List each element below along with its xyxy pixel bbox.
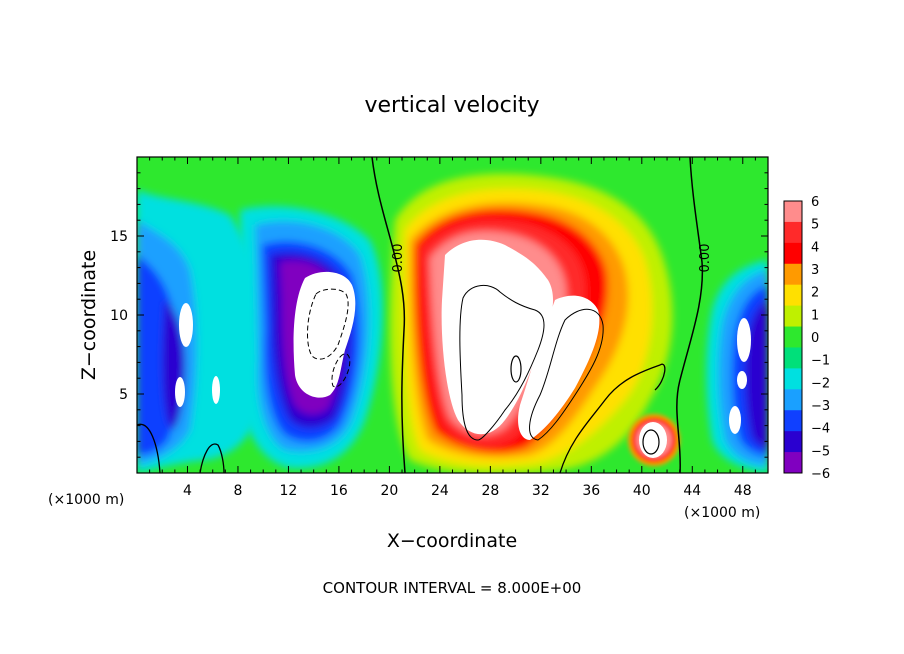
updraft-core-small bbox=[639, 422, 667, 458]
colorbar-swatch bbox=[784, 410, 802, 432]
y-tick-label: 15 bbox=[110, 229, 128, 245]
downdraft-core-east-3 bbox=[729, 406, 741, 434]
colorbar-tick-label: −1 bbox=[811, 354, 830, 369]
contour-label-west: 0.00 bbox=[391, 244, 406, 273]
x-tick-label: 44 bbox=[683, 483, 701, 499]
x-tick-label: 4 bbox=[183, 483, 192, 499]
colorbar: 6 5 4 3 2 1 0 −1 −2 −3 −4 −5 −6 bbox=[783, 195, 830, 482]
colorbar-tick-label: −4 bbox=[811, 422, 830, 437]
heatmap-field: 0.00 0.00 bbox=[137, 157, 768, 473]
updraft-contour-east bbox=[529, 308, 604, 441]
x-tick-label: 8 bbox=[233, 483, 242, 499]
colorbar-swatch bbox=[784, 242, 802, 265]
x-tick-label: 36 bbox=[582, 483, 600, 499]
x-tick-label: 32 bbox=[532, 483, 550, 499]
colorbar-swatch bbox=[784, 368, 802, 390]
colorbar-tick-label: 4 bbox=[811, 240, 819, 255]
colorbar-swatch bbox=[784, 201, 802, 223]
x-tick-label: 16 bbox=[330, 483, 348, 499]
zero-contour-west bbox=[371, 157, 406, 473]
colorbar-swatch bbox=[784, 452, 802, 474]
colorbar-swatch bbox=[784, 305, 802, 328]
colorbar-swatch bbox=[784, 326, 802, 348]
colorbar-tick-label: 2 bbox=[811, 286, 819, 301]
downdraft-core-east-1 bbox=[737, 318, 751, 362]
contour-interval-footer: CONTOUR INTERVAL = 8.000E+00 bbox=[323, 579, 582, 597]
colorbar-tick-label: −3 bbox=[811, 399, 830, 414]
x-tick-label: 24 bbox=[431, 483, 449, 499]
zero-contour-cell bbox=[199, 443, 225, 473]
colorbar-tick-label: −6 bbox=[811, 467, 830, 482]
contour-label-east: 0.00 bbox=[698, 244, 713, 273]
downdraft-core-west-3 bbox=[212, 376, 220, 404]
colorbar-tick-label: 3 bbox=[811, 263, 819, 278]
x-tick-label: 12 bbox=[280, 483, 298, 499]
colorbar-swatch bbox=[784, 284, 802, 307]
updraft-core bbox=[441, 239, 554, 435]
contour-value-labels: 0.00 0.00 bbox=[391, 244, 713, 273]
y-tick-label: 5 bbox=[119, 387, 128, 403]
x-tick-label: 20 bbox=[380, 483, 398, 499]
x-tick-label: 48 bbox=[734, 483, 752, 499]
colorbar-swatch bbox=[784, 263, 802, 286]
downdraft-core-west-2 bbox=[175, 377, 185, 407]
y-axis: 5 10 15 bbox=[110, 172, 768, 458]
y-axis-label: Z−coordinate bbox=[78, 250, 100, 380]
chart-title: vertical velocity bbox=[364, 93, 539, 118]
colorbar-swatch bbox=[784, 431, 802, 453]
colorbar-tick-label: −5 bbox=[811, 444, 830, 459]
colorbar-frame bbox=[783, 200, 803, 474]
colorbar-tick-label: 5 bbox=[811, 218, 819, 233]
downdraft-core-east-2 bbox=[737, 371, 747, 389]
downdraft-core-west-1 bbox=[179, 303, 193, 347]
updraft-core-east bbox=[518, 295, 600, 440]
x-unit-left: (×1000 m) bbox=[48, 492, 124, 508]
x-axis-label: X−coordinate bbox=[387, 530, 517, 552]
colorbar-swatch bbox=[784, 221, 802, 244]
colorbar-tick-label: 6 bbox=[811, 195, 819, 210]
zero-contour-east bbox=[676, 157, 704, 473]
colorbar-swatch bbox=[784, 389, 802, 411]
contour-lines bbox=[137, 157, 704, 473]
x-tick-label: 40 bbox=[633, 483, 651, 499]
zero-contour-south bbox=[559, 363, 666, 473]
updraft-max-contour bbox=[510, 355, 522, 383]
x-unit-right: (×1000 m) bbox=[684, 505, 760, 521]
updraft-cell-contour bbox=[642, 429, 660, 455]
updraft-contour bbox=[459, 285, 545, 441]
saturated-regions bbox=[175, 239, 751, 458]
y-tick-label: 10 bbox=[110, 308, 128, 324]
colorbar-swatch bbox=[784, 347, 802, 369]
colorbar-tick-label: −2 bbox=[811, 376, 830, 391]
downdraft-core bbox=[293, 271, 356, 398]
x-tick-label: 28 bbox=[481, 483, 499, 499]
colorbar-tick-label: 0 bbox=[811, 331, 819, 346]
colorbar-tick-label: 1 bbox=[811, 308, 819, 323]
zero-contour-corner bbox=[137, 423, 161, 473]
downdraft-contour bbox=[306, 288, 349, 360]
downdraft-contour-south bbox=[331, 353, 351, 388]
x-axis: 4 8 12 16 20 24 28 32 36 40 44 48 bbox=[149, 157, 756, 499]
